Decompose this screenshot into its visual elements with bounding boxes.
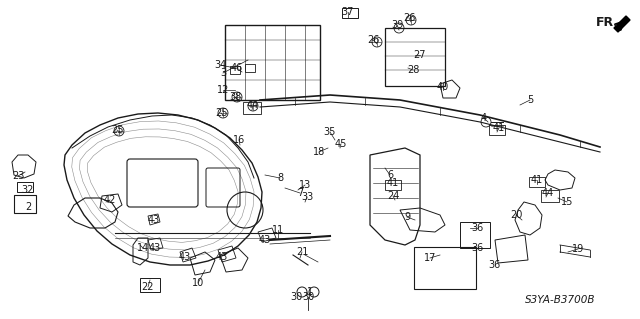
Text: 38: 38 xyxy=(229,92,241,102)
Text: 25: 25 xyxy=(215,108,227,118)
Text: 27: 27 xyxy=(413,50,426,60)
Text: 3: 3 xyxy=(220,68,226,78)
Text: 4: 4 xyxy=(481,113,487,123)
Text: 11: 11 xyxy=(272,225,284,235)
Text: 43: 43 xyxy=(148,215,160,225)
Text: 45: 45 xyxy=(335,139,347,149)
Text: 22: 22 xyxy=(141,282,154,292)
Text: 43: 43 xyxy=(149,243,161,253)
Text: S3YA-B3700B: S3YA-B3700B xyxy=(525,295,595,305)
Text: 8: 8 xyxy=(277,173,283,183)
Text: 21: 21 xyxy=(296,247,308,257)
Text: 46: 46 xyxy=(231,63,243,73)
Text: 43: 43 xyxy=(216,252,228,262)
Text: 36: 36 xyxy=(488,260,500,270)
Text: 2: 2 xyxy=(25,202,31,212)
Text: 23: 23 xyxy=(12,171,24,181)
Text: 26: 26 xyxy=(367,35,379,45)
Text: 18: 18 xyxy=(313,147,325,157)
Text: 6: 6 xyxy=(387,170,393,180)
Text: 20: 20 xyxy=(510,210,522,220)
Text: 15: 15 xyxy=(561,197,573,207)
Text: 1: 1 xyxy=(307,287,313,297)
Text: 35: 35 xyxy=(324,127,336,137)
Text: 12: 12 xyxy=(217,85,229,95)
Text: 37: 37 xyxy=(342,7,354,17)
Text: 19: 19 xyxy=(572,244,584,254)
Text: 16: 16 xyxy=(233,135,245,145)
Text: 24: 24 xyxy=(387,191,399,201)
FancyArrowPatch shape xyxy=(615,22,623,30)
Text: 17: 17 xyxy=(424,253,436,263)
Text: 30: 30 xyxy=(302,292,314,302)
Text: 44: 44 xyxy=(247,100,259,110)
Polygon shape xyxy=(614,16,630,32)
Text: 33: 33 xyxy=(301,192,313,202)
Text: 41: 41 xyxy=(493,123,505,133)
Text: 41: 41 xyxy=(531,175,543,185)
Text: 5: 5 xyxy=(527,95,533,105)
Text: 43: 43 xyxy=(259,235,271,245)
Text: 39: 39 xyxy=(391,20,403,30)
Text: 26: 26 xyxy=(403,13,415,23)
Text: 40: 40 xyxy=(437,82,449,92)
Text: 7: 7 xyxy=(297,188,303,198)
Text: FR.: FR. xyxy=(596,16,619,28)
Text: 25: 25 xyxy=(111,125,124,135)
Text: 34: 34 xyxy=(214,60,226,70)
Text: 13: 13 xyxy=(299,180,311,190)
Text: 32: 32 xyxy=(22,185,34,195)
Text: 36: 36 xyxy=(471,243,483,253)
Text: 44: 44 xyxy=(542,188,554,198)
Text: 30: 30 xyxy=(290,292,302,302)
Text: 9: 9 xyxy=(404,212,410,222)
Text: 42: 42 xyxy=(104,195,116,205)
Text: 10: 10 xyxy=(192,278,204,288)
Text: 36: 36 xyxy=(471,223,483,233)
Text: 28: 28 xyxy=(407,65,419,75)
Text: 14: 14 xyxy=(137,243,149,253)
Text: 43: 43 xyxy=(179,252,191,262)
Text: 41: 41 xyxy=(387,178,399,188)
